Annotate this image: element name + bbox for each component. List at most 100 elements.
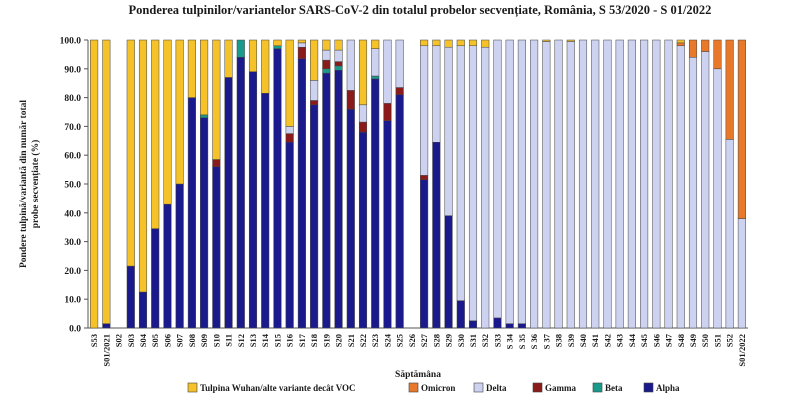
bar-segment-delta xyxy=(432,45,441,143)
bar-segment-alpha xyxy=(505,323,514,329)
bar-segment-alpha xyxy=(187,97,196,329)
legend-label: Beta xyxy=(605,383,623,393)
legend: Tulpina Wuhan/alte variante decât VOC Omi… xyxy=(187,382,680,393)
bar-segment-delta xyxy=(737,218,746,329)
bar-segment-tulpina xyxy=(432,39,441,47)
bar-segment-omicron xyxy=(725,39,734,140)
x-tick-label: S30 xyxy=(456,334,466,347)
bar-segment-delta xyxy=(517,39,526,324)
x-tick-label: S 36 xyxy=(529,334,539,349)
bar-segment-tulpina xyxy=(334,39,343,51)
chart-title: Ponderea tulpinilor/variantelor SARS-CoV… xyxy=(129,3,712,18)
x-tick-label: S19 xyxy=(321,334,331,347)
bar-segment-tulpina xyxy=(224,39,233,78)
bar-segment-alpha xyxy=(322,72,331,329)
bar-segment-delta xyxy=(371,48,380,77)
x-tick-label: S22 xyxy=(358,334,368,347)
bar-segment-delta xyxy=(664,39,673,329)
x-tick-label: S32 xyxy=(480,334,490,347)
bar-segment-alpha xyxy=(346,108,355,329)
x-tick-label: S23 xyxy=(370,334,380,347)
legend-label: Omicron xyxy=(421,383,455,393)
x-tick-label: S50 xyxy=(700,334,710,347)
bar-segment-alpha xyxy=(285,141,294,329)
x-tick-label: S02 xyxy=(114,334,124,347)
bar-segment-gamma xyxy=(285,133,294,143)
bar-segment-alpha xyxy=(151,228,160,329)
y-axis-label: Pondere tulpină/variantă din număr total… xyxy=(19,100,41,268)
bar-segment-tulpina xyxy=(481,39,490,48)
bar-segment-delta xyxy=(615,39,624,329)
legend-swatch xyxy=(532,382,543,393)
bar-segment-tulpina xyxy=(102,39,111,324)
y-tick-label: 90.0 xyxy=(64,65,81,75)
bar-segment-tulpina xyxy=(566,39,575,42)
x-tick-label: S38 xyxy=(554,334,564,347)
legend-swatch xyxy=(408,382,419,393)
bar-segment-tulpina xyxy=(420,39,429,47)
bar-segment-alpha xyxy=(432,141,441,329)
bar-segment-delta xyxy=(578,39,588,329)
x-tick-label: S18 xyxy=(309,334,319,347)
x-tick-label: S25 xyxy=(395,334,405,347)
bar-segment-alpha xyxy=(138,291,148,329)
x-tick-label: S14 xyxy=(260,333,270,347)
legend-swatch xyxy=(187,382,198,393)
x-tick-label: S 34 xyxy=(505,333,515,349)
bar-segment-tulpina xyxy=(163,39,172,205)
x-tick-label: S 35 xyxy=(517,334,527,349)
bar-segment-alpha xyxy=(456,300,465,329)
bar-segment-tulpina xyxy=(200,39,209,116)
bar-segment-alpha xyxy=(310,104,319,329)
legend-label: Gamma xyxy=(545,383,576,393)
bar-segment-omicron xyxy=(676,42,685,47)
x-tick-label: S48 xyxy=(676,334,686,347)
bar-segment-delta xyxy=(640,39,649,329)
y-tick-label: 20.0 xyxy=(64,267,81,277)
bar-segment-delta xyxy=(456,45,465,301)
bar-segment-tulpina xyxy=(248,39,258,72)
bar-segment-alpha xyxy=(383,120,392,329)
x-tick-label: S20 xyxy=(334,334,344,347)
x-tick-label: S26 xyxy=(407,334,417,347)
bar-segment-delta xyxy=(603,39,612,329)
bar-segment-alpha xyxy=(297,58,306,329)
bar-segment-delta xyxy=(566,41,575,329)
bar-segment-alpha xyxy=(248,71,258,329)
y-tick-label: 0.0 xyxy=(69,325,81,335)
x-tick-label: S13 xyxy=(248,334,258,347)
x-tick-label: S06 xyxy=(162,334,172,347)
x-tick-label: S17 xyxy=(297,333,307,347)
bar-segment-alpha xyxy=(175,183,184,329)
bar-segment-tulpina xyxy=(371,39,380,49)
legend-label: Alpha xyxy=(656,383,680,393)
bar-segment-alpha xyxy=(468,320,478,329)
x-tick-label: S44 xyxy=(627,333,637,347)
x-tick-label: S27 xyxy=(419,333,429,347)
bar-segment-alpha xyxy=(395,94,404,329)
y-tick-label: 60.0 xyxy=(64,152,81,162)
bar-segment-delta xyxy=(468,45,478,322)
y-tick-label: 40.0 xyxy=(64,209,81,219)
bar-segment-alpha xyxy=(371,78,380,329)
y-tick-label: 70.0 xyxy=(64,123,81,133)
bar-segment-gamma xyxy=(346,90,355,110)
bar-segment-delta xyxy=(627,39,636,329)
y-axis-label-line: probe secvențiate (%) xyxy=(30,140,41,228)
x-tick-label: S 37 xyxy=(541,333,551,349)
bar-segment-omicron xyxy=(688,39,698,58)
x-tick-label: S24 xyxy=(382,333,392,347)
bar-segment-tulpina xyxy=(322,39,331,51)
bar-segment-delta xyxy=(481,46,490,329)
bar-segment-delta xyxy=(493,39,502,319)
x-tick-label: S29 xyxy=(444,334,454,347)
bar-segment-tulpina xyxy=(90,39,99,329)
bar-segment-alpha xyxy=(200,117,209,329)
bar-segment-tulpina xyxy=(297,39,306,44)
bar-segment-gamma xyxy=(334,61,343,67)
bar-segment-beta xyxy=(273,45,282,49)
x-tick-label: S09 xyxy=(199,334,209,347)
bar-segment-alpha xyxy=(236,57,245,329)
x-tick-label: S16 xyxy=(285,334,295,347)
